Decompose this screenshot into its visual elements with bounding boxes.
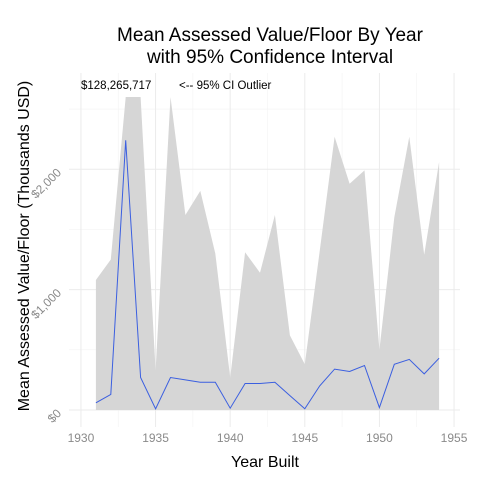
x-tick-label: 1930	[68, 431, 95, 445]
chart-title-line-2: with 95% Confidence Interval	[146, 47, 393, 68]
x-axis-ticks: 1930 1935 1940 1945 1950 1955	[68, 431, 468, 445]
x-axis-title: Year Built	[231, 454, 299, 471]
mean-line-layer	[95, 140, 440, 410]
y-axis-title: Mean Assessed Value/Floor (Thousands USD…	[16, 81, 33, 412]
x-tick-label: 1940	[217, 431, 244, 445]
confidence-interval-layer	[95, 97, 440, 410]
chart-title-line-1: Mean Assessed Value/Floor By Year	[117, 25, 424, 46]
x-tick-label: 1935	[142, 431, 169, 445]
confidence-interval-band	[95, 97, 440, 410]
outlier-note-label: <-- 95% CI Outlier	[179, 80, 272, 92]
x-tick-label: 1950	[366, 431, 393, 445]
mean-value-line	[95, 140, 440, 410]
outlier-value-label: $128,265,717	[81, 80, 151, 92]
x-tick-label: 1945	[291, 431, 318, 445]
x-tick-label: 1955	[441, 431, 468, 445]
